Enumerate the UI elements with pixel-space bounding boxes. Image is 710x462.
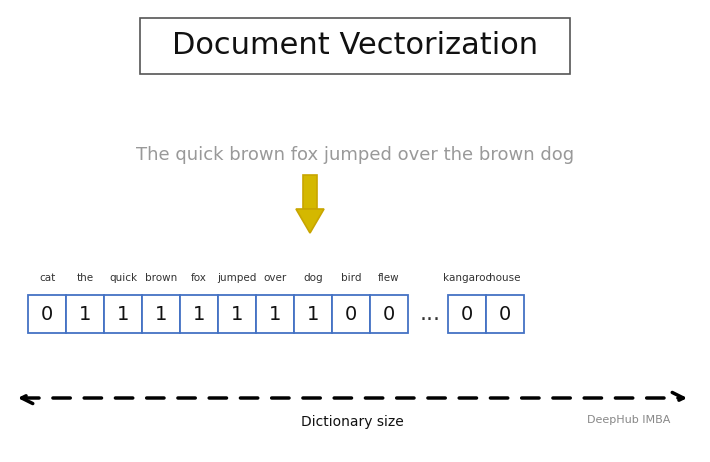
Bar xyxy=(256,295,294,333)
Text: quick: quick xyxy=(109,273,137,283)
Text: 0: 0 xyxy=(461,304,473,323)
Text: 1: 1 xyxy=(193,304,205,323)
Bar xyxy=(332,295,370,333)
Text: DeepHub IMBA: DeepHub IMBA xyxy=(586,415,670,425)
Bar xyxy=(140,18,570,74)
Text: 1: 1 xyxy=(117,304,129,323)
Text: 1: 1 xyxy=(231,304,244,323)
Text: house: house xyxy=(489,273,520,283)
Bar xyxy=(180,295,218,333)
Polygon shape xyxy=(303,175,317,209)
Text: 1: 1 xyxy=(307,304,320,323)
Bar xyxy=(28,295,66,333)
Bar xyxy=(486,295,524,333)
Polygon shape xyxy=(296,209,324,233)
Text: Dictionary size: Dictionary size xyxy=(301,415,404,429)
Text: 0: 0 xyxy=(41,304,53,323)
Text: 1: 1 xyxy=(155,304,167,323)
Text: kangaroo: kangaroo xyxy=(442,273,491,283)
Text: the: the xyxy=(77,273,94,283)
Bar xyxy=(142,295,180,333)
Text: 1: 1 xyxy=(269,304,281,323)
Text: Document Vectorization: Document Vectorization xyxy=(172,31,538,61)
Text: flew: flew xyxy=(378,273,400,283)
Text: brown: brown xyxy=(145,273,177,283)
Text: bird: bird xyxy=(341,273,361,283)
Text: ...: ... xyxy=(420,304,440,324)
Text: 1: 1 xyxy=(79,304,91,323)
Bar xyxy=(218,295,256,333)
Text: over: over xyxy=(263,273,287,283)
Bar xyxy=(370,295,408,333)
Text: 0: 0 xyxy=(383,304,395,323)
Text: cat: cat xyxy=(39,273,55,283)
Bar xyxy=(66,295,104,333)
Text: jumped: jumped xyxy=(217,273,257,283)
Bar xyxy=(294,295,332,333)
Text: fox: fox xyxy=(191,273,207,283)
Text: 0: 0 xyxy=(345,304,357,323)
Text: dog: dog xyxy=(303,273,323,283)
Text: 0: 0 xyxy=(499,304,511,323)
Text: The quick brown fox jumped over the brown dog: The quick brown fox jumped over the brow… xyxy=(136,146,574,164)
Bar xyxy=(104,295,142,333)
Bar xyxy=(448,295,486,333)
